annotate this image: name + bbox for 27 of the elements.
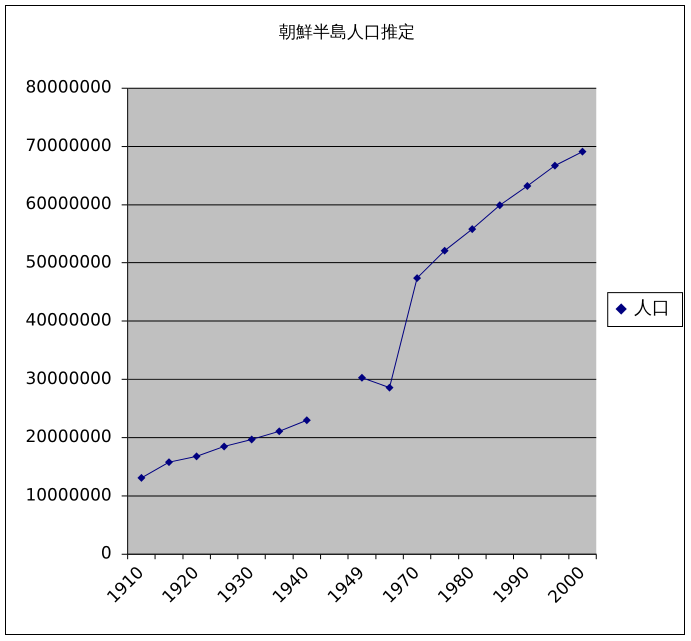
point bbox=[496, 201, 504, 210]
point bbox=[192, 452, 201, 460]
point bbox=[468, 225, 476, 234]
point bbox=[220, 442, 228, 450]
y-tick-label: 0 bbox=[100, 542, 112, 563]
point bbox=[386, 384, 394, 392]
point bbox=[440, 246, 449, 255]
point bbox=[358, 374, 366, 382]
legend-label: 人口 bbox=[634, 298, 670, 319]
chart-title: 朝鮮半島人口推定 bbox=[278, 22, 415, 42]
point bbox=[523, 182, 532, 190]
y-tick-label: 30000000 bbox=[25, 368, 112, 388]
point bbox=[248, 435, 256, 444]
y-tick-label: 70000000 bbox=[25, 134, 112, 155]
point bbox=[165, 458, 173, 466]
point bbox=[578, 148, 586, 156]
point bbox=[550, 162, 559, 170]
y-tick-label: 80000000 bbox=[25, 76, 112, 97]
point bbox=[302, 416, 311, 424]
y-tick-label: 10000000 bbox=[25, 484, 112, 504]
y-tick-label: 20000000 bbox=[25, 426, 112, 446]
point bbox=[413, 274, 422, 282]
y-tick-label: 60000000 bbox=[25, 193, 112, 214]
y-tick-label: 40000000 bbox=[25, 310, 112, 330]
y-tick-label: 50000000 bbox=[25, 251, 112, 272]
point bbox=[275, 427, 284, 436]
point bbox=[137, 474, 146, 482]
